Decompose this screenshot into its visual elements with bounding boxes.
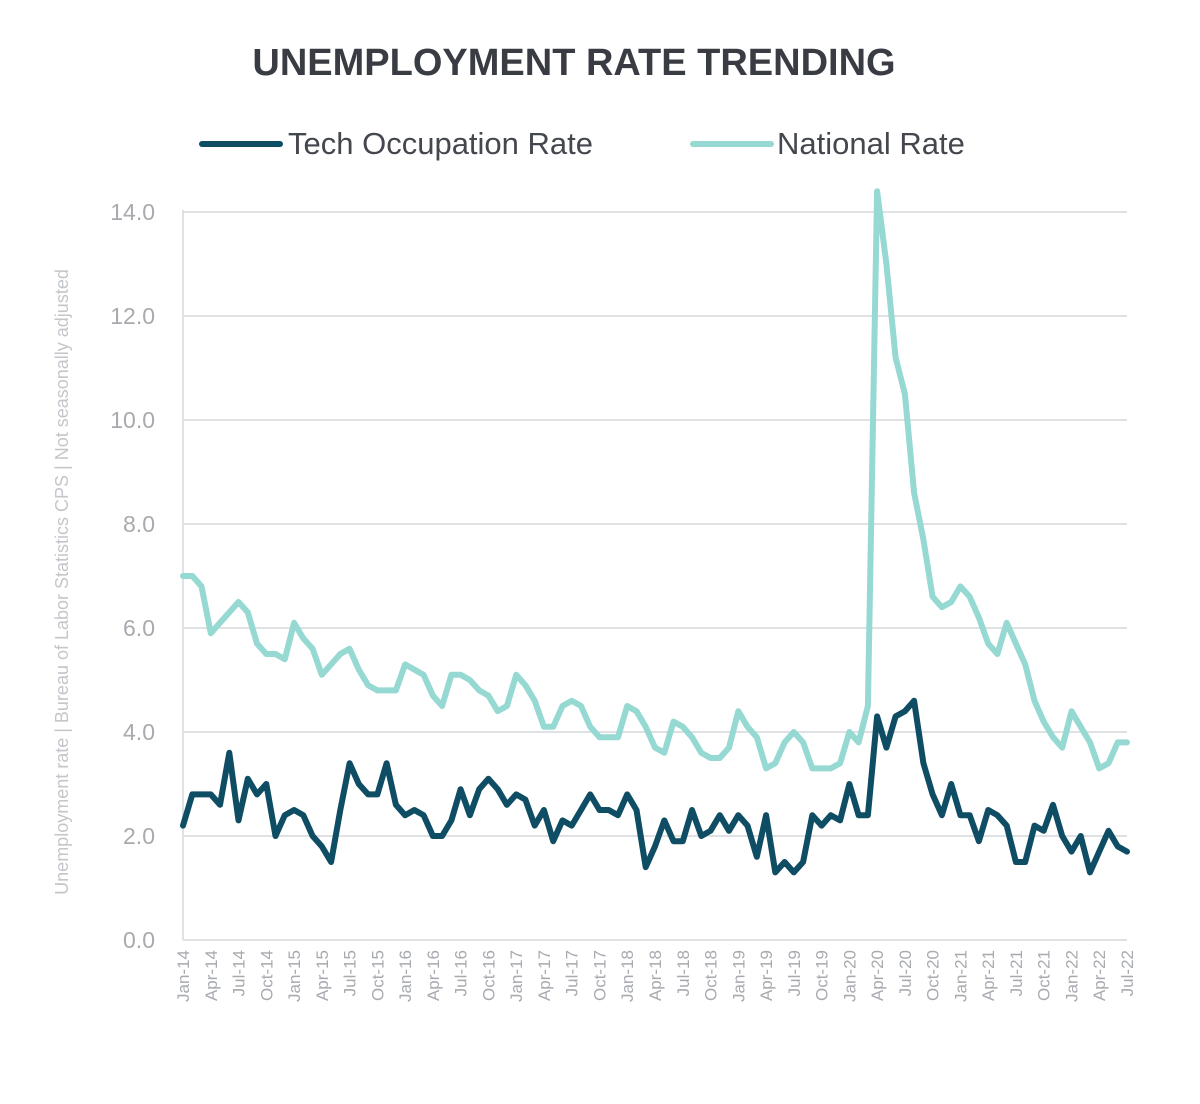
tech-occupation-rate-line xyxy=(180,697,1130,876)
x-tick-label: Jan-17 xyxy=(507,950,526,1002)
x-tick-label: Jul-17 xyxy=(563,950,582,996)
x-tick-label: Apr-14 xyxy=(202,950,221,1001)
x-tick-label: Apr-21 xyxy=(979,950,998,1001)
x-tick-label: Oct-15 xyxy=(368,950,387,1001)
x-axis-ticks: Jan-14 Apr-14 Jul-14 Oct-14 Jan-15 Apr-15 Jul-… xyxy=(174,950,1137,1002)
x-tick-label: Oct-16 xyxy=(479,950,498,1001)
x-tick-label: Apr-17 xyxy=(535,950,554,1001)
x-tick-label: Jan-14 xyxy=(174,950,193,1002)
y-tick-label: 10.0 xyxy=(110,407,155,433)
x-tick-label: Apr-19 xyxy=(757,950,776,1001)
x-tick-label: Oct-21 xyxy=(1035,950,1054,1001)
x-tick-label: Oct-14 xyxy=(257,950,276,1001)
x-tick-label: Jan-20 xyxy=(840,950,859,1002)
y-tick-label: 8.0 xyxy=(123,511,155,537)
x-tick-label: Oct-19 xyxy=(813,950,832,1001)
x-tick-label: Apr-15 xyxy=(313,950,332,1001)
x-tick-label: Jul-19 xyxy=(785,950,804,996)
y-tick-label: 2.0 xyxy=(123,823,155,849)
gridlines xyxy=(183,211,1127,837)
x-tick-label: Jan-15 xyxy=(285,950,304,1002)
x-tick-label: Apr-20 xyxy=(868,950,887,1001)
series xyxy=(180,188,1130,876)
y-axis-ticks: 0.0 2.0 4.0 6.0 8.0 10.0 12.0 14.0 xyxy=(110,199,155,953)
x-tick-label: Jan-18 xyxy=(618,950,637,1002)
x-tick-label: Apr-22 xyxy=(1090,950,1109,1001)
x-tick-label: Jul-20 xyxy=(896,950,915,996)
x-tick-label: Jan-22 xyxy=(1062,950,1081,1002)
x-tick-label: Apr-18 xyxy=(646,950,665,1001)
y-tick-label: 0.0 xyxy=(123,927,155,953)
y-tick-label: 12.0 xyxy=(110,303,155,329)
legend-label-tech: Tech Occupation Rate xyxy=(288,126,593,161)
y-tick-label: 6.0 xyxy=(123,615,155,641)
x-tick-label: Jul-15 xyxy=(341,950,360,996)
x-tick-label: Jan-16 xyxy=(396,950,415,1002)
x-tick-label: Jul-22 xyxy=(1118,950,1137,996)
x-tick-label: Jul-21 xyxy=(1007,950,1026,996)
x-tick-label: Oct-20 xyxy=(924,950,943,1001)
y-axis-label: Unemployment rate | Bureau of Labor Stat… xyxy=(52,269,72,895)
x-tick-label: Oct-17 xyxy=(590,950,609,1001)
x-tick-label: Oct-18 xyxy=(702,950,721,1001)
x-tick-label: Jul-14 xyxy=(230,950,249,996)
legend: Tech Occupation Rate National Rate xyxy=(199,126,965,161)
chart-title: UNEMPLOYMENT RATE TRENDING xyxy=(252,42,895,84)
x-tick-label: Jan-19 xyxy=(729,950,748,1002)
y-tick-label: 14.0 xyxy=(110,199,155,225)
legend-label-national: National Rate xyxy=(777,126,965,161)
x-tick-label: Apr-16 xyxy=(424,950,443,1001)
national-rate-line xyxy=(180,188,1130,772)
x-tick-label: Jul-16 xyxy=(452,950,471,996)
y-tick-label: 4.0 xyxy=(123,719,155,745)
x-tick-label: Jan-21 xyxy=(951,950,970,1002)
x-tick-label: Jul-18 xyxy=(674,950,693,996)
